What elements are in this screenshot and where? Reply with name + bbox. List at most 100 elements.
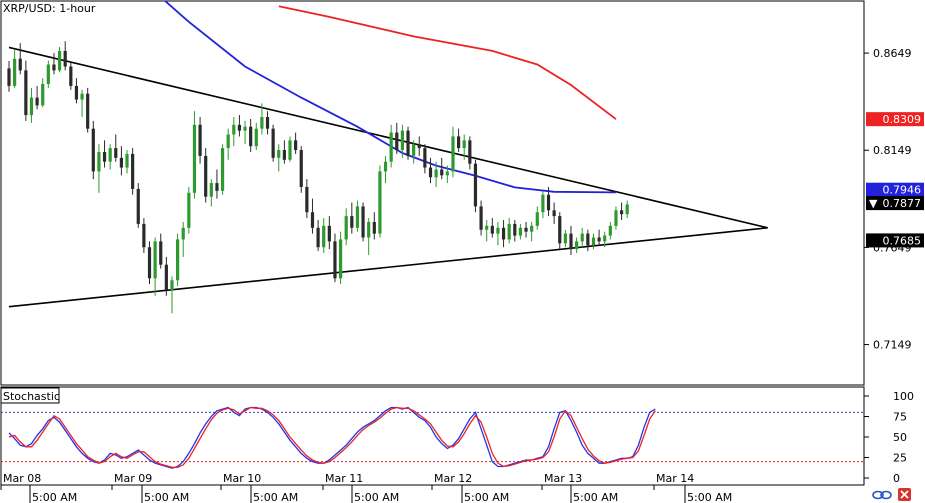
triangle-trendlines [8, 46, 768, 308]
candle-bearish [114, 134, 118, 162]
candle-body [395, 132, 399, 151]
candle-body [226, 134, 230, 149]
candle-body [541, 194, 545, 213]
time-tick-label-time: 5:00 AM [32, 491, 77, 503]
candle-body [440, 169, 444, 176]
candle-bullish [355, 200, 360, 232]
candle-bullish [260, 103, 264, 135]
candle-body [57, 50, 62, 71]
candle-bearish [215, 169, 219, 199]
candle-body [24, 70, 28, 116]
candle-bullish [344, 208, 348, 246]
candle-bearish [237, 115, 242, 137]
candle-bearish [468, 136, 472, 170]
time-tick-label-date: Mar 09 [114, 472, 152, 485]
candle-body [513, 223, 517, 236]
candle-bullish [445, 165, 449, 184]
time-axis: Mar 08 5:00 AM Mar 09 5:00 AM Mar 10 5:00 AM M… [0, 472, 732, 503]
candle-bullish [41, 78, 45, 108]
candle-bullish [496, 221, 500, 246]
stochastic-panel: 100 75 50 25 0 Stochastic [0, 386, 914, 486]
candle-bullish [46, 60, 50, 88]
candle-body [485, 225, 489, 230]
price-badge-label: 0.7946 [883, 184, 922, 197]
candle-body [86, 93, 90, 129]
candle-body [187, 192, 191, 228]
candle-bullish [507, 218, 511, 244]
candle-bearish [473, 159, 478, 213]
candle-body [119, 157, 123, 168]
price-tick-label: 0.7149 [873, 339, 912, 352]
candle-body [327, 225, 331, 242]
time-tick-label-date: Mar 13 [544, 472, 582, 485]
candle-body [367, 221, 371, 238]
price-tick-label: 0.8149 [873, 144, 912, 157]
candle-bearish [24, 60, 28, 121]
moving-average-fast [163, 1, 617, 194]
candle-bullish [232, 117, 236, 147]
moving-average-slow [278, 5, 617, 120]
candle-bearish [52, 52, 56, 75]
candle-body [243, 126, 247, 131]
candle-bearish [63, 41, 67, 71]
candle-bearish [265, 111, 270, 135]
candle-bearish [35, 85, 39, 110]
candle-bullish [153, 237, 157, 296]
candle-body [114, 148, 118, 158]
candle-body [378, 171, 382, 234]
candle-body [372, 221, 376, 234]
candle-body [586, 233, 590, 246]
chart-title: XRP/USD: 1-hour [3, 2, 96, 15]
candle-bullish [181, 221, 185, 257]
candle-bearish [131, 148, 135, 195]
time-tick-label-time: 5:00 AM [144, 491, 189, 503]
candle-body [125, 153, 129, 168]
candle-body [13, 58, 17, 86]
candle-bearish [159, 233, 163, 269]
candle-body [350, 216, 354, 228]
candle-body [496, 227, 500, 234]
candle-body [412, 144, 416, 156]
candle-body [344, 216, 348, 240]
candle-bearish [198, 117, 202, 164]
candle-bullish [400, 124, 404, 158]
candle-body [406, 130, 410, 156]
candle-bearish [333, 233, 337, 283]
candle-bullish [254, 122, 258, 151]
candle-bearish [327, 216, 331, 250]
candle-bullish [29, 87, 34, 123]
candle-bullish [608, 221, 612, 240]
candle-bearish [102, 140, 107, 168]
candle-body [136, 188, 140, 224]
candle-body [563, 233, 567, 244]
candle-bearish [361, 202, 365, 242]
candle-body [580, 233, 584, 242]
candle-body [97, 151, 101, 172]
candle-body [310, 212, 315, 228]
candle-body [546, 194, 551, 211]
stochastic-label-box [0, 387, 60, 404]
trendline [8, 226, 768, 308]
candle-body [288, 140, 292, 160]
candle-body [74, 85, 79, 100]
candle-body [41, 83, 45, 106]
price-badge: 0.8309 [866, 112, 924, 127]
candle-body [153, 241, 157, 279]
candle-bullish [530, 221, 534, 242]
candle-bullish [80, 89, 84, 118]
candle-bullish [176, 233, 180, 287]
candle-body [63, 50, 67, 67]
candle-body [299, 150, 303, 187]
candle-bullish [383, 155, 388, 184]
candle-bearish [282, 140, 286, 164]
link-icon[interactable] [872, 490, 892, 500]
close-icon[interactable] [898, 488, 911, 501]
candle-bearish [69, 62, 73, 90]
candle-bullish [603, 231, 607, 248]
candle-body [80, 93, 84, 100]
stochastic-d-line [8, 406, 656, 468]
trendline [8, 46, 768, 229]
candle-body [181, 227, 185, 240]
price-badge-bg [866, 182, 924, 197]
